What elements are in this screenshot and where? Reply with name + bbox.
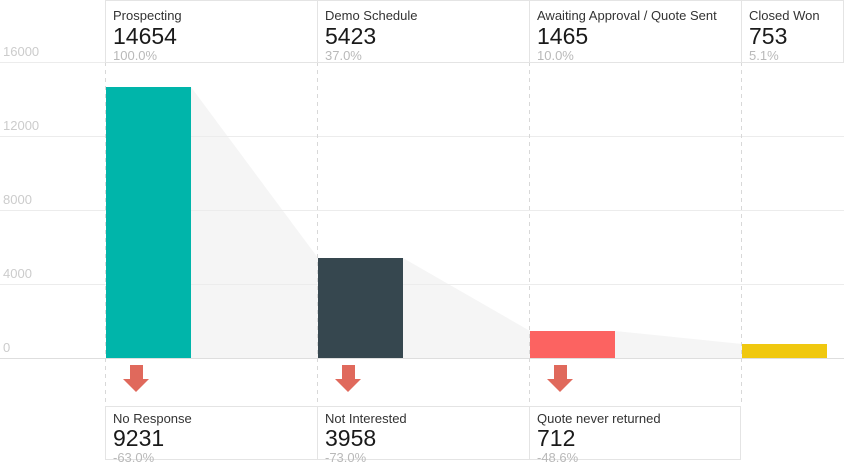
arrow-head xyxy=(335,379,361,392)
stage-header-prospecting: Prospecting 14654 100.0% xyxy=(105,0,318,63)
arrow-stem xyxy=(342,365,355,379)
dropoff-arrow xyxy=(123,365,150,392)
dropoff-arrow xyxy=(335,365,362,392)
y-axis-tick: 0 xyxy=(3,340,11,355)
dropoff-label: Quote never returned xyxy=(537,411,661,426)
dropoff-percent: -48.6% xyxy=(537,450,579,465)
dropoff-box-quote-never-returned: Quote never returned 712 -48.6% xyxy=(529,406,741,465)
arrow-stem xyxy=(554,365,567,379)
stage-header-demo-schedule: Demo Schedule 5423 37.0% xyxy=(317,0,530,63)
gridline xyxy=(0,136,844,137)
gridline xyxy=(0,210,844,211)
x-axis-baseline xyxy=(0,358,844,359)
stage-percent: 100.0% xyxy=(113,48,158,63)
y-axis-tick: 12000 xyxy=(3,118,40,133)
funnel-bar-prospecting[interactable] xyxy=(106,87,191,358)
stage-value: 1465 xyxy=(537,23,589,49)
dropoff-percent: -63.0% xyxy=(113,450,155,465)
funnel-bar-demo-schedule[interactable] xyxy=(318,258,403,358)
dropoff-box-not-interested: Not Interested 3958 -73.0% xyxy=(317,406,530,465)
column-divider-dashed xyxy=(529,62,530,406)
y-axis-tick: 8000 xyxy=(3,192,32,207)
y-axis-tick: 16000 xyxy=(3,44,40,59)
stage-label: Demo Schedule xyxy=(325,8,418,23)
stage-header-awaiting-approval-quote-sent: Awaiting Approval / Quote Sent 1465 10.0… xyxy=(529,0,742,63)
column-divider-dashed xyxy=(105,62,106,406)
dropoff-box-no-response: No Response 9231 -63.0% xyxy=(105,406,318,465)
column-divider-dashed xyxy=(741,62,742,406)
dropoff-percent: -73.0% xyxy=(325,450,367,465)
y-axis-tick: 4000 xyxy=(3,266,32,281)
dropoff-arrow xyxy=(547,365,574,392)
stage-label: Awaiting Approval / Quote Sent xyxy=(537,8,717,23)
arrow-stem xyxy=(130,365,143,379)
stage-percent: 37.0% xyxy=(325,48,362,63)
gridline xyxy=(0,284,844,285)
dropoff-value: 712 xyxy=(537,425,576,451)
stage-percent: 5.1% xyxy=(749,48,779,63)
funnel-bar-closed-won[interactable] xyxy=(742,344,827,358)
dropoff-label: No Response xyxy=(113,411,192,426)
stage-label: Prospecting xyxy=(113,8,182,23)
stage-header-closed-won: Closed Won 753 5.1% xyxy=(741,0,844,63)
dropoff-value: 3958 xyxy=(325,425,377,451)
column-divider-dashed xyxy=(317,62,318,406)
stage-label: Closed Won xyxy=(749,8,820,23)
dropoff-value: 9231 xyxy=(113,425,165,451)
stage-value: 753 xyxy=(749,23,788,49)
arrow-head xyxy=(123,379,149,392)
stage-value: 5423 xyxy=(325,23,377,49)
funnel-bar-awaiting-approval-quote-sent[interactable] xyxy=(530,331,615,358)
stage-value: 14654 xyxy=(113,23,177,49)
dropoff-label: Not Interested xyxy=(325,411,407,426)
arrow-head xyxy=(547,379,573,392)
stage-percent: 10.0% xyxy=(537,48,574,63)
